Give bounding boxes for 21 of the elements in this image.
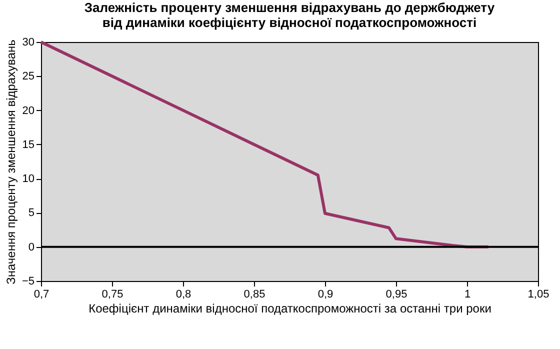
x-tick-label: 0,85	[244, 288, 266, 300]
y-tick-label: 30	[22, 36, 34, 48]
x-tick-label: 0,8	[176, 288, 192, 300]
y-tick-label: 5	[28, 207, 34, 220]
line-series	[40, 40, 490, 248]
x-tick-label: 0,95	[386, 288, 408, 300]
y-tick-label: 10	[22, 173, 34, 186]
y-tick-label: 25	[22, 70, 34, 83]
x-tick-label: 1	[464, 288, 471, 300]
x-tick-label: 0,9	[318, 288, 334, 300]
y-tick-label: 15	[22, 138, 34, 151]
x-tick-label: 0,75	[102, 288, 124, 300]
y-tick-label: 20	[22, 104, 34, 117]
y-tick-label: 0	[28, 241, 34, 254]
x-tick-label: 1,05	[528, 288, 550, 300]
x-axis-title: Коефіцієнт динаміки відносної податкоспроможності за останні три роки	[88, 302, 492, 316]
y-axis-title: Значення проценту зменшення відрахувань	[4, 40, 18, 284]
y-tick-label: −5	[22, 276, 34, 288]
x-tick-label: 0,7	[34, 288, 50, 300]
text: від динаміки коефіцієнту відносної податкоспроможності	[102, 15, 477, 30]
text: Залежність проценту зменшення відрахувань до держбюджету	[84, 0, 495, 15]
